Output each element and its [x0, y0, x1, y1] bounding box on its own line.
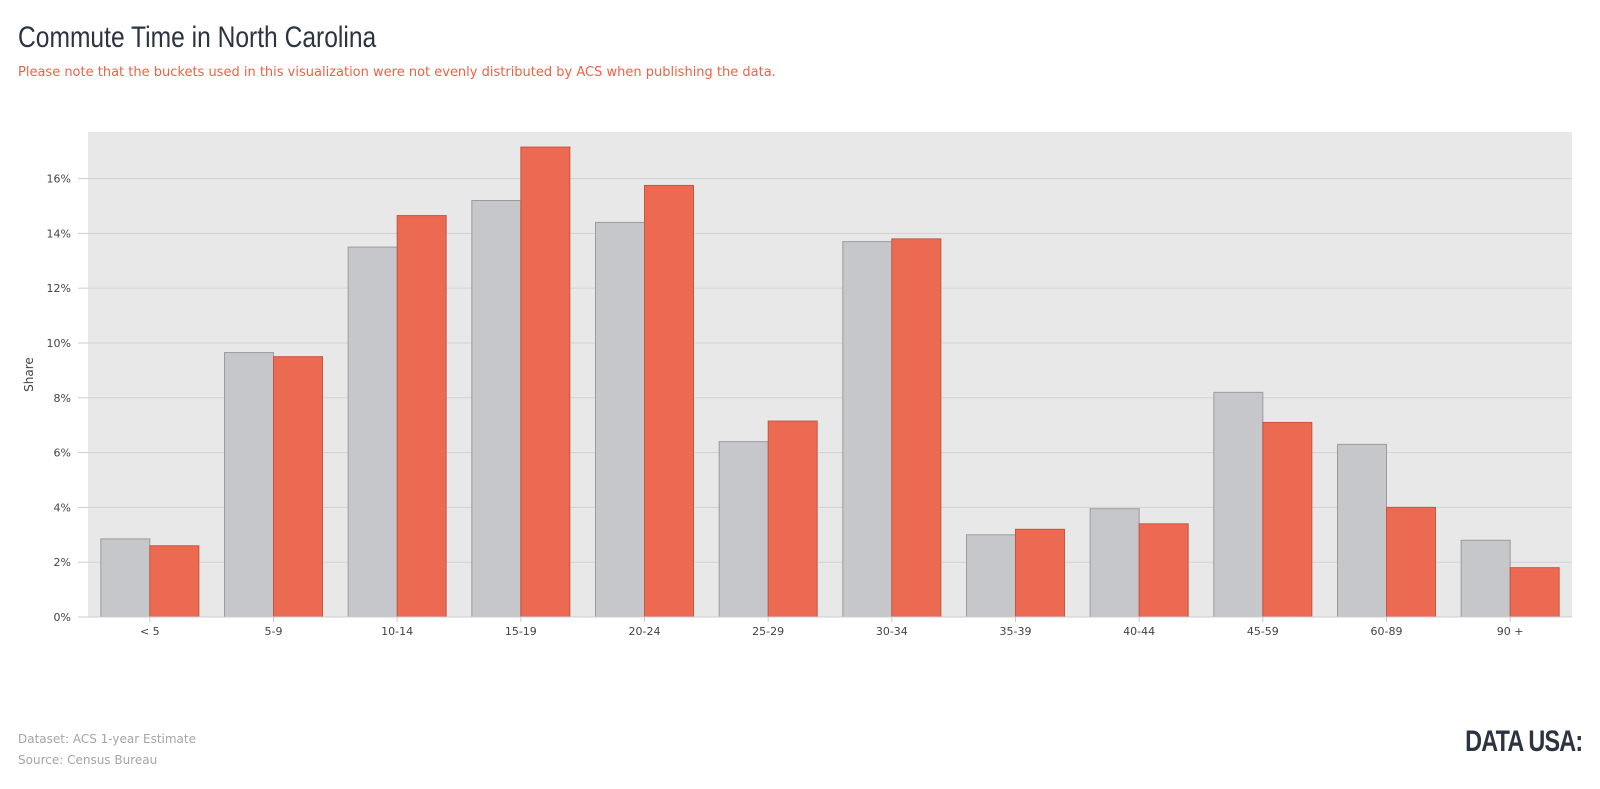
bar-red — [891, 238, 942, 618]
x-tick-label: < 5 — [140, 625, 160, 638]
y-tick-label: 0% — [54, 611, 71, 624]
bar-gray — [718, 441, 769, 618]
x-tick-label: 10-14 — [381, 625, 413, 638]
x-tick-label: 25-29 — [752, 625, 784, 638]
bar-red — [1509, 567, 1560, 618]
x-axis-ticks: < 5 5-9 10-14 15-19 20-24 25-29 30-34 35-39 40-4… — [88, 616, 1572, 638]
bar-gray — [224, 352, 274, 618]
x-tick-label: 90 + — [1497, 625, 1524, 638]
x-tick-label: 20-24 — [629, 625, 661, 638]
bar-gray — [1089, 508, 1140, 618]
y-tick-label: 2% — [54, 556, 71, 569]
bar-red — [1262, 421, 1313, 618]
commute-time-bar-chart: 0% 2% 4% 6% 8% 10% 12% 14% 16% < 5 5-9 10-14 15-19 2… — [22, 132, 1572, 638]
gridlines — [88, 178, 1572, 618]
data-usa-logo[interactable]: DATA USA: — [1464, 725, 1583, 758]
x-tick-label: 45-59 — [1247, 625, 1279, 638]
footer-source: Source: Census Bureau — [18, 753, 158, 767]
bar-red — [767, 420, 818, 618]
footer-dataset: Dataset: ACS 1-year Estimate — [18, 732, 197, 746]
chart-title: Commute Time in North Carolina — [18, 21, 377, 54]
bar-gray — [1460, 539, 1511, 618]
bars — [100, 146, 1560, 618]
bar-red — [396, 215, 447, 618]
x-tick-label: 15-19 — [505, 625, 537, 638]
bar-gray — [1213, 391, 1264, 618]
bar-red — [273, 356, 323, 618]
x-tick-label: 30-34 — [876, 625, 908, 638]
bar-red — [149, 545, 200, 618]
bar-red — [1386, 506, 1436, 618]
y-tick-label: 10% — [47, 337, 71, 350]
plot-background — [88, 132, 1572, 617]
y-tick-label: 14% — [47, 227, 71, 240]
x-tick-label: 40-44 — [1123, 625, 1155, 638]
bar-gray — [100, 538, 151, 618]
y-tick-label: 16% — [47, 173, 71, 186]
bar-gray — [842, 241, 893, 618]
bar-gray — [595, 221, 645, 618]
bar-red — [644, 184, 694, 618]
bar-gray — [1337, 443, 1387, 618]
y-axis-ticks: 0% 2% 4% 6% 8% 10% 12% 14% 16% — [47, 173, 88, 624]
x-tick-label: 35-39 — [1000, 625, 1032, 638]
y-tick-label: 12% — [47, 282, 71, 295]
chart-subtitle-note: Please note that the buckets used in thi… — [18, 65, 776, 80]
x-tick-label: 5-9 — [265, 625, 283, 638]
bar-gray — [966, 534, 1016, 618]
bar-gray — [471, 200, 522, 618]
y-tick-label: 6% — [54, 447, 71, 460]
y-axis-label: Share — [22, 357, 36, 392]
bar-red — [1138, 523, 1189, 618]
bar-red — [1015, 528, 1065, 618]
x-tick-label: 60-89 — [1371, 625, 1403, 638]
y-tick-label: 8% — [54, 392, 71, 405]
y-tick-label: 4% — [54, 501, 71, 514]
bar-red — [520, 146, 571, 618]
bar-gray — [347, 246, 398, 618]
